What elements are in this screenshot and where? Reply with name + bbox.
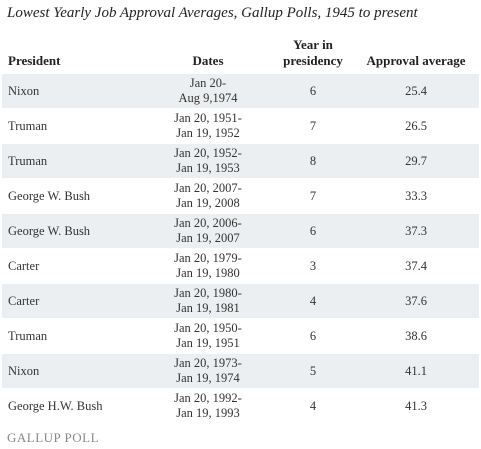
year-cell: 3 xyxy=(273,248,353,284)
header-line: Dates xyxy=(192,53,224,68)
approval-cell: 37.3 xyxy=(353,213,479,249)
year-cell: 7 xyxy=(273,108,353,144)
dates-cell: Jan 20, 1951- Jan 19, 1952 xyxy=(143,108,273,144)
date-line: Jan 19, 2008 xyxy=(176,196,240,210)
date-line: Jan 20, 2006- xyxy=(174,216,242,230)
date-line: Jan 19, 1981 xyxy=(176,301,240,315)
header-line: Approval average xyxy=(366,53,466,68)
date-line: Jan 19, 1953 xyxy=(176,161,240,175)
date-line: Jan 19, 1952 xyxy=(176,126,240,140)
date-line: Jan 19, 2007 xyxy=(176,231,240,245)
dates-cell: Jan 20, 1950- Jan 19, 1951 xyxy=(143,318,273,354)
president-cell: Truman xyxy=(2,318,143,354)
date-line: Jan 19, 1993 xyxy=(176,406,240,420)
president-cell: Nixon xyxy=(2,353,143,389)
date-line: Jan 20, 1952- xyxy=(174,146,242,160)
date-line: Aug 9,1974 xyxy=(178,91,238,105)
approval-cell: 37.4 xyxy=(353,248,479,284)
year-cell: 7 xyxy=(273,178,353,214)
table-row: Carter Jan 20, 1980- Jan 19, 1981 4 37.6 xyxy=(2,283,479,319)
year-cell: 6 xyxy=(273,213,353,249)
table-row: George W. Bush Jan 20, 2006- Jan 19, 2007 6… xyxy=(2,213,479,249)
dates-cell: Jan 20, 1952- Jan 19, 1953 xyxy=(143,143,273,179)
column-header: Year in presidency xyxy=(273,33,353,74)
table-row: Nixon Jan 20, 1973- Jan 19, 1974 5 41.1 xyxy=(2,353,479,389)
column-header: President xyxy=(2,33,143,74)
dates-cell: Jan 20, 2006- Jan 19, 2007 xyxy=(143,213,273,249)
approval-table: President Dates Year in presidency Approval … xyxy=(2,33,479,423)
approval-cell: 41.3 xyxy=(353,388,479,423)
dates-cell: Jan 20, 1980- Jan 19, 1981 xyxy=(143,283,273,319)
president-cell: Carter xyxy=(2,248,143,284)
year-cell: 4 xyxy=(273,283,353,319)
header-row: President Dates Year in presidency Approval … xyxy=(2,33,479,74)
president-cell: Truman xyxy=(2,108,143,144)
date-line: Jan 20, 1980- xyxy=(174,286,242,300)
approval-cell: 37.6 xyxy=(353,283,479,319)
year-cell: 6 xyxy=(273,73,353,109)
year-cell: 4 xyxy=(273,388,353,423)
column-header: Approval average xyxy=(353,33,479,74)
table-row: Carter Jan 20, 1979- Jan 19, 1980 3 37.4 xyxy=(2,248,479,284)
dates-cell: Jan 20, 1973- Jan 19, 1974 xyxy=(143,353,273,389)
date-line: Jan 19, 1980 xyxy=(176,266,240,280)
year-cell: 5 xyxy=(273,353,353,389)
dates-cell: Jan 20, 2007- Jan 19, 2008 xyxy=(143,178,273,214)
table-row: George H.W. Bush Jan 20, 1992- Jan 19, 199… xyxy=(2,388,479,423)
approval-cell: 33.3 xyxy=(353,178,479,214)
dates-cell: Jan 20, 1992- Jan 19, 1993 xyxy=(143,388,273,423)
table-row: Truman Jan 20, 1952- Jan 19, 1953 8 29.7 xyxy=(2,143,479,179)
year-cell: 8 xyxy=(273,143,353,179)
date-line: Jan 19, 1974 xyxy=(176,371,240,385)
table-header: President Dates Year in presidency Approval … xyxy=(2,33,479,74)
president-cell: Nixon xyxy=(2,73,143,109)
table-row: Truman Jan 20, 1951- Jan 19, 1952 7 26.5 xyxy=(2,108,479,144)
table-row: George W. Bush Jan 20, 2007- Jan 19, 2008 7… xyxy=(2,178,479,214)
title: Lowest Yearly Job Approval Averages, Gal… xyxy=(7,5,418,21)
approval-cell: 38.6 xyxy=(353,318,479,354)
date-line: Jan 20, 2007- xyxy=(174,181,242,195)
header-line: Year in xyxy=(293,37,333,52)
approval-cell: 26.5 xyxy=(353,108,479,144)
date-line: Jan 20, 1950- xyxy=(174,321,242,335)
president-cell: George W. Bush xyxy=(2,178,143,214)
approval-cell: 25.4 xyxy=(353,73,479,109)
header-line: presidency xyxy=(283,53,343,68)
dates-cell: Jan 20, 1979- Jan 19, 1980 xyxy=(143,248,273,284)
date-line: Jan 20, 1973- xyxy=(174,356,242,370)
date-line: Jan 20, 1979- xyxy=(174,251,242,265)
table-row: Truman Jan 20, 1950- Jan 19, 1951 6 38.6 xyxy=(2,318,479,354)
date-line: Jan 19, 1951 xyxy=(176,336,240,350)
table-row: Nixon Jan 20- Aug 9,1974 6 25.4 xyxy=(2,73,479,109)
date-line: Jan 20- xyxy=(189,76,227,90)
president-cell: Truman xyxy=(2,143,143,179)
president-cell: Carter xyxy=(2,283,143,319)
dates-cell: Jan 20- Aug 9,1974 xyxy=(143,73,273,109)
approval-cell: 29.7 xyxy=(353,143,479,179)
president-cell: George H.W. Bush xyxy=(2,388,143,423)
table-body: Nixon Jan 20- Aug 9,1974 6 25.4 Truman Jan 20,… xyxy=(2,73,479,423)
date-line: Jan 20, 1951- xyxy=(174,111,242,125)
date-line: Jan 20, 1992- xyxy=(174,391,242,405)
year-cell: 6 xyxy=(273,318,353,354)
header-line: President xyxy=(8,53,61,68)
footer: GALLUP POLL xyxy=(7,430,100,445)
approval-cell: 41.1 xyxy=(353,353,479,389)
president-cell: George W. Bush xyxy=(2,213,143,249)
column-header: Dates xyxy=(143,33,273,74)
